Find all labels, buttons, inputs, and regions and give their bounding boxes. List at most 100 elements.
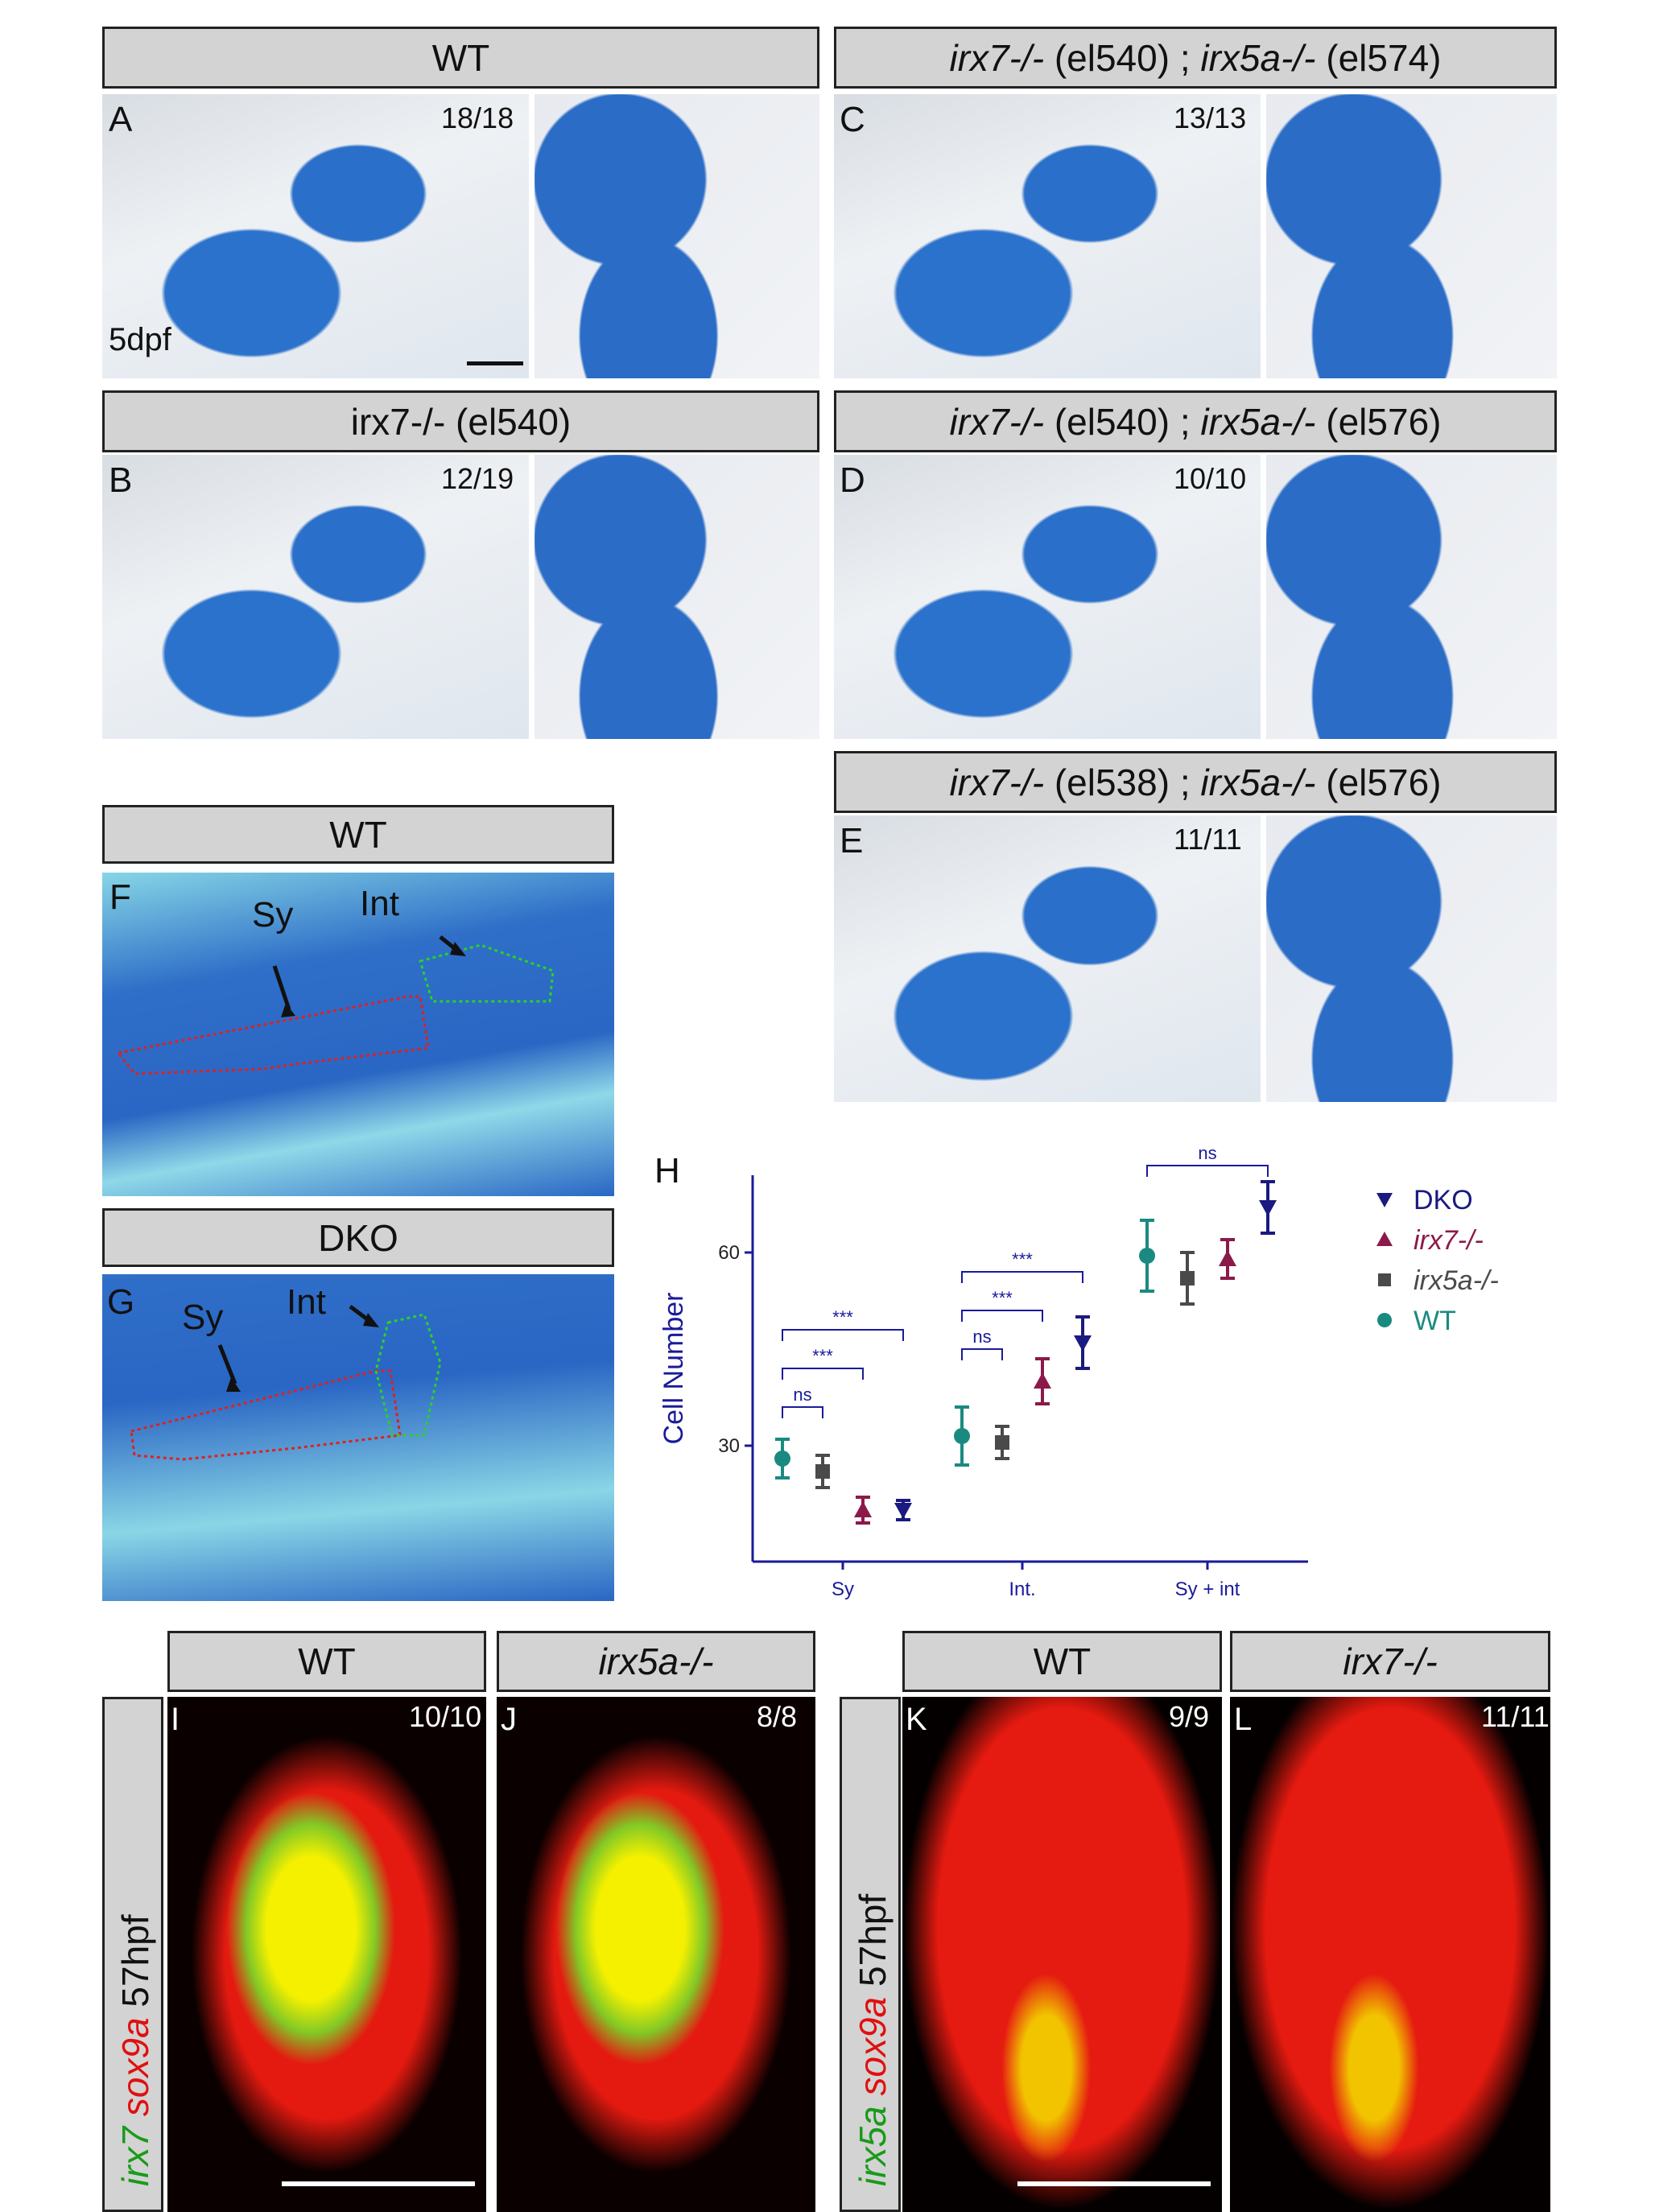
header-l: irx7-/-	[1230, 1631, 1550, 1692]
panel-count-k: 9/9	[1169, 1700, 1210, 1733]
panel-j-photo	[497, 1697, 815, 2212]
data-point-irx7-	[1034, 1372, 1051, 1389]
significance-bracket	[1146, 1165, 1269, 1177]
data-point-irx7-	[1219, 1250, 1236, 1266]
header-wt-i: WT	[167, 1631, 486, 1692]
header-b: irx7-/- (el540)	[102, 390, 819, 452]
data-point-irx7-	[854, 1501, 872, 1517]
stage-label: 5dpf	[109, 322, 171, 357]
significance-bracket	[782, 1406, 823, 1418]
panel-label-d: D	[840, 460, 865, 500]
panel-l-photo	[1230, 1697, 1550, 2212]
significance-label: ns	[1198, 1143, 1216, 1163]
legend-label: irx7-/-	[1414, 1225, 1484, 1256]
data-point-dko	[1259, 1200, 1277, 1216]
panel-label-a: A	[109, 100, 133, 139]
panel-a-zoom	[534, 94, 819, 378]
panel-label-e: E	[840, 821, 864, 860]
header-wt-f: WT	[102, 805, 614, 864]
panel-b-photo	[102, 455, 529, 739]
panel-g-photo	[102, 1274, 614, 1601]
panel-k-photo	[902, 1697, 1222, 2212]
panel-label-g: G	[107, 1282, 135, 1322]
data-point-dko	[1074, 1335, 1092, 1352]
panel-a-photo	[102, 94, 529, 378]
significance-label: ***	[992, 1288, 1013, 1308]
significance-bracket	[782, 1368, 864, 1380]
data-point-irx5a-	[995, 1435, 1009, 1450]
panel-i-photo	[167, 1697, 486, 2212]
significance-bracket	[782, 1329, 904, 1341]
panel-e-photo	[834, 815, 1261, 1102]
header-d: irx7-/- (el540) ; irx5a-/- (el576)	[834, 390, 1557, 452]
panel-b-zoom	[534, 455, 819, 739]
legend-marker	[1376, 1232, 1393, 1246]
panel-label-h: H	[654, 1151, 680, 1191]
header-j: irx5a-/-	[497, 1631, 815, 1692]
panel-c-zoom	[1266, 94, 1557, 378]
legend-marker	[1378, 1273, 1391, 1286]
panel-e-zoom	[1266, 815, 1557, 1102]
panel-c-photo	[834, 94, 1261, 378]
data-point-wt	[954, 1428, 970, 1444]
legend-marker	[1376, 1193, 1393, 1207]
significance-label: ***	[832, 1307, 853, 1327]
significance-label: ns	[972, 1327, 991, 1347]
panel-count-i: 10/10	[409, 1700, 482, 1733]
legend-label: WT	[1414, 1306, 1456, 1336]
sy-label-f: Sy	[252, 895, 294, 935]
panel-label-c: C	[840, 100, 865, 139]
header-c: irx7-/- (el540) ; irx5a-/- (el574)	[834, 27, 1557, 89]
scale-bar	[467, 361, 523, 365]
panel-count-l: 11/11	[1481, 1700, 1550, 1733]
scale-bar-i	[282, 2181, 475, 2186]
panel-d-zoom	[1266, 455, 1557, 739]
significance-label: ***	[1012, 1249, 1033, 1269]
x-tick-label: Sy	[832, 1579, 854, 1600]
header-dko-g: DKO	[102, 1208, 614, 1267]
significance-label: ***	[812, 1346, 833, 1366]
panel-label-i: I	[171, 1702, 180, 1737]
significance-bracket	[961, 1310, 1043, 1322]
x-tick-label: Sy + int	[1175, 1579, 1240, 1600]
side-label-right: irx5a sox9a 57hpf	[840, 1697, 901, 2212]
panel-count-e: 11/11	[1174, 823, 1242, 856]
panel-label-l: L	[1234, 1702, 1253, 1737]
legend-marker	[1377, 1313, 1392, 1327]
panel-count-j: 8/8	[757, 1700, 798, 1733]
panel-count-c: 13/13	[1174, 101, 1247, 134]
panel-label-f: F	[109, 877, 131, 917]
header-wt-a: WT	[102, 27, 819, 89]
scale-bar-k	[1017, 2181, 1211, 2186]
data-point-wt	[774, 1451, 790, 1467]
significance-bracket	[961, 1271, 1083, 1283]
header-wt-k: WT	[902, 1631, 1222, 1692]
significance-bracket	[961, 1348, 1003, 1360]
data-point-wt	[1139, 1248, 1155, 1264]
panel-f-outlines	[116, 935, 555, 1075]
legend-label: irx5a-/-	[1414, 1265, 1499, 1296]
panel-label-j: J	[501, 1702, 517, 1737]
panel-count-a: 18/18	[441, 101, 514, 134]
int-label-f: Int	[360, 884, 399, 923]
int-label-g: Int	[287, 1282, 326, 1322]
data-point-dko	[894, 1503, 912, 1519]
data-point-irx5a-	[815, 1464, 830, 1479]
header-e: irx7-/- (el538) ; irx5a-/- (el576)	[834, 751, 1557, 813]
y-tick-label: 60	[718, 1242, 740, 1264]
panel-d-photo	[834, 455, 1261, 739]
legend-label: DKO	[1414, 1185, 1473, 1215]
sy-label-g: Sy	[182, 1298, 224, 1337]
side-label-left: irx7 sox9a 57hpf	[102, 1697, 163, 2212]
data-point-irx5a-	[1180, 1271, 1195, 1286]
significance-label: ns	[793, 1385, 811, 1405]
panel-f-photo	[102, 873, 614, 1196]
y-tick-label: 30	[718, 1435, 740, 1457]
panel-label-b: B	[109, 460, 133, 500]
panel-count-d: 10/10	[1174, 462, 1247, 495]
x-tick-label: Int.	[1009, 1579, 1035, 1600]
panel-g-outlines	[130, 1305, 442, 1461]
panel-count-b: 12/19	[441, 462, 514, 495]
panel-label-k: K	[906, 1702, 927, 1737]
